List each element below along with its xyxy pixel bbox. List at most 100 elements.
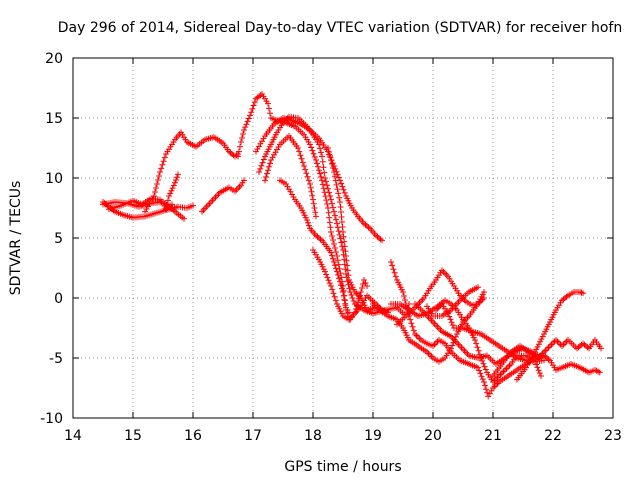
data-point-marker [297,152,304,159]
x-tick-label: 23 [604,428,622,444]
data-point-marker [307,181,313,187]
data-point-marker [326,189,332,196]
data-point-marker [320,185,327,192]
data-point-marker [333,265,339,272]
data-point-marker [335,190,342,197]
data-point-marker [388,259,394,265]
data-point-marker [359,285,365,291]
data-series-20 [424,284,481,319]
data-point-marker [319,181,326,188]
data-point-marker [537,338,544,345]
data-point-marker [299,159,306,166]
data-point-marker [336,231,343,238]
data-point-marker [346,309,352,316]
data-point-marker [401,293,407,299]
data-series-8 [253,115,385,244]
data-series [100,91,604,400]
data-series-9 [256,113,412,319]
data-point-marker [364,283,370,289]
data-point-marker [338,180,345,187]
data-point-marker [316,141,322,148]
data-point-marker [500,368,507,375]
data-point-marker [443,271,450,278]
data-point-marker [304,217,310,223]
data-point-marker [391,269,398,276]
data-point-marker [329,161,335,167]
data-point-marker [304,173,311,180]
data-series-2 [100,199,187,222]
data-series-10 [262,133,319,220]
data-point-marker [163,206,169,213]
data-point-marker [156,173,162,179]
data-point-marker [477,370,484,377]
data-point-marker [322,268,328,275]
data-point-marker [320,164,327,171]
data-point-marker [265,100,271,107]
data-point-marker [340,292,347,299]
data-point-marker [338,239,345,246]
data-point-marker [562,340,568,346]
data-point-marker [598,345,604,352]
data-point-marker [410,327,417,334]
data-point-marker [358,289,364,295]
data-point-marker [327,224,334,231]
data-point-marker [303,170,310,177]
data-point-marker [181,215,187,222]
data-point-marker [349,295,356,301]
data-point-marker [330,237,336,243]
data-point-marker [160,158,167,165]
data-point-marker [448,345,454,352]
data-point-marker [305,219,311,226]
data-point-marker [173,177,179,183]
data-point-marker [235,153,241,160]
data-point-marker [152,189,158,195]
data-point-marker [322,175,328,181]
data-point-marker [389,262,396,269]
data-point-marker [550,340,556,346]
data-point-marker [329,252,335,259]
data-point-marker [326,280,333,287]
data-point-marker [340,186,347,193]
data-point-marker [332,212,338,219]
data-point-marker [431,341,438,348]
data-point-marker [313,157,319,163]
data-point-marker [532,349,538,355]
data-point-marker [334,186,341,193]
data-point-marker [167,190,174,197]
data-point-marker [533,361,540,368]
data-point-marker [329,233,335,239]
x-tick-label: 15 [124,428,142,444]
y-tick-label: -10 [40,411,63,427]
data-point-marker [348,292,355,298]
data-point-marker [316,167,322,174]
data-point-marker [596,369,603,376]
data-point-marker [244,118,251,125]
data-point-marker [335,261,342,268]
data-point-marker [484,389,491,396]
grid-lines [73,58,613,418]
data-point-marker [338,282,344,289]
data-point-marker [344,267,351,274]
x-tick-label: 21 [484,428,502,444]
data-point-marker [326,219,333,226]
data-point-marker [333,181,340,188]
data-point-marker [315,163,321,170]
data-point-marker [341,238,348,245]
data-point-marker [332,245,338,251]
x-tick-label: 19 [364,428,382,444]
data-point-marker [392,273,399,280]
data-point-marker [407,316,414,323]
data-point-marker [544,346,550,352]
data-point-marker [317,170,323,177]
data-point-marker [175,171,181,178]
data-point-marker [390,266,397,273]
data-point-marker [166,193,172,199]
data-point-marker [312,209,319,216]
data-point-marker [448,319,455,326]
data-point-marker [331,173,338,180]
data-point-marker [335,272,341,278]
data-point-marker [476,367,483,374]
data-point-marker [260,156,267,163]
data-point-marker [331,293,338,300]
data-point-marker [343,257,350,264]
